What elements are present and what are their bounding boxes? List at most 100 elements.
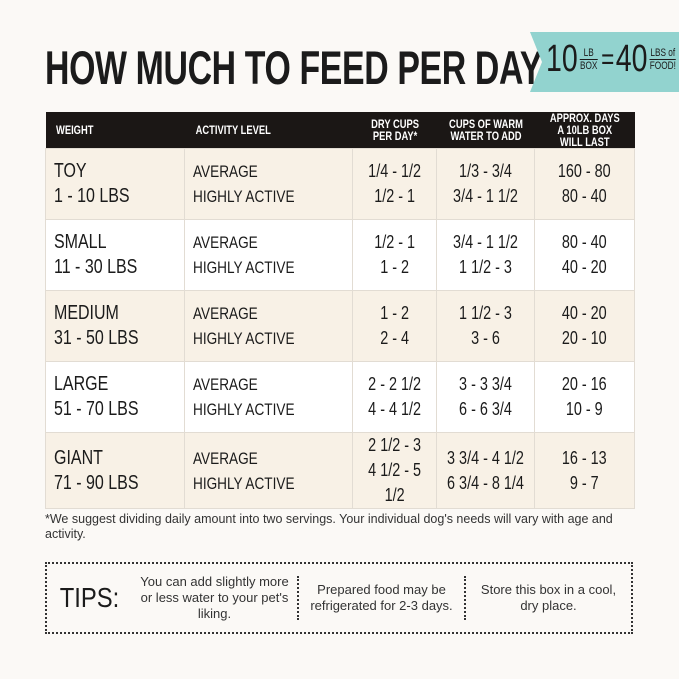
activity-cell-value: AVERAGE [193,162,259,181]
days-cell: 160 - 80 80 - 40 [534,148,635,220]
water-cups-cell: 1 1/2 - 3 3 - 6 [436,290,536,362]
header-days-label: APPROX. DAYS A 10LB BOX WILL LAST [549,111,620,149]
dry-cups-cell-value: 2 - 2 1/2 [368,374,422,394]
days-cell-value: 160 - 80 [558,161,612,181]
header-weight: WEIGHT [45,112,185,149]
days-cell-value: 20 - 16 [562,374,608,394]
banner-num2: 40 [615,38,648,80]
activity-cell-value: HIGHLY ACTIVE [193,473,295,493]
activity-cell-value: AVERAGE [193,233,259,252]
water-cups-cell: 3 - 3 3/4 6 - 6 3/4 [436,361,536,433]
header-water-label: CUPS OF WARM WATER TO ADD [449,117,523,143]
days-cell-value: 40 - 20 [562,303,608,323]
water-cups-cell-value: 3/4 - 1 1/2 [453,232,519,252]
header-water: CUPS OF WARM WATER TO ADD [436,112,535,149]
table-row: GIANT 71 - 90 LBS AVERAGE HIGHLY ACTIVE 2 1/… [44,432,635,509]
tip-refrigerate: Prepared food may be refrigerated for 2-… [310,582,453,613]
water-cups-cell-value: 1 1/2 - 3 [459,303,513,323]
water-cups-cell-value: 3 - 6 [471,328,501,348]
water-cups-cell-value: 3/4 - 1 1/2 [453,186,519,206]
tip-water: You can add slightly more or less water … [140,574,289,621]
dry-cups-cell: 2 1/2 - 3 4 1/2 - 5 1/2 [352,432,438,509]
activity-cell-value: AVERAGE [193,304,259,323]
dry-cups-cell: 1/4 - 1/2 1/2 - 1 [352,148,438,220]
banner-unit1-top: LB [579,47,598,60]
days-cell: 20 - 16 10 - 9 [534,361,635,433]
activity-cell: AVERAGE HIGHLY ACTIVE [184,290,354,362]
banner-unit2: LBS of FOOD! [649,47,676,72]
weight-cell: TOY 1 - 10 LBS [44,148,186,220]
dry-cups-cell-value: 4 - 4 1/2 [368,399,422,419]
dry-cups-cell: 1 - 2 2 - 4 [352,290,438,362]
days-cell-value: 16 - 13 [562,447,608,468]
days-cell-value: 9 - 7 [570,472,600,493]
weight-cell-value: 11 - 30 LBS [54,256,138,278]
header-activity-label: ACTIVITY LEVEL [195,123,271,137]
water-cups-cell-value: 6 3/4 - 8 1/4 [447,472,525,493]
header-weight-label: WEIGHT [55,123,93,137]
header-dry: DRY CUPS PER DAY* [352,112,437,149]
water-cups-cell: 1/3 - 3/4 3/4 - 1 1/2 [436,148,536,220]
divider [464,576,466,620]
table-row: SMALL 11 - 30 LBS AVERAGE HIGHLY ACTIVE 1/2 … [44,219,635,291]
activity-cell: AVERAGE HIGHLY ACTIVE [184,432,354,509]
weight-cell: LARGE 51 - 70 LBS [44,361,186,433]
activity-cell-value: HIGHLY ACTIVE [193,258,295,277]
page-title: HOW MUCH TO FEED PER DAY [45,41,543,94]
dry-cups-cell-value: 1/2 - 1 [374,232,416,252]
water-cups-cell: 3 3/4 - 4 1/2 6 3/4 - 8 1/4 [436,432,536,509]
water-cups-cell-value: 3 3/4 - 4 1/2 [447,447,525,468]
weight-cell-value: 31 - 50 LBS [54,327,139,349]
tip-storage: Store this box in a cool, dry place. [480,582,617,613]
banner-unit1: LB BOX [579,47,598,72]
banner-unit2-bottom: FOOD! [649,60,676,72]
days-cell-value: 10 - 9 [566,399,604,419]
box-yield-banner: 10 LB BOX = 40 LBS of FOOD! [530,32,679,92]
weight-cell-value: GIANT [54,446,103,469]
banner-num1: 10 [546,38,578,80]
feeding-table: WEIGHT ACTIVITY LEVEL DRY CUPS PER DAY* … [44,111,635,509]
activity-cell: AVERAGE HIGHLY ACTIVE [184,219,354,291]
header-days: APPROX. DAYS A 10LB BOX WILL LAST [534,111,635,149]
days-cell-value: 40 - 20 [562,257,608,277]
dry-cups-cell-value: 2 - 4 [380,328,410,348]
tips-box: TIPS: You can add slightly more or less … [45,562,633,634]
weight-cell-value: 1 - 10 LBS [54,185,130,207]
tips-label: TIPS: [59,582,120,613]
dry-cups-cell-value: 1/2 - 1 [374,186,416,206]
dry-cups-cell: 1/2 - 1 1 - 2 [352,219,438,291]
dry-cups-cell-value: 1/4 - 1/2 [368,161,422,181]
banner-unit2-top: LBS of [649,47,676,60]
days-cell-value: 80 - 40 [562,232,608,252]
header-dry-label: DRY CUPS PER DAY* [370,117,419,143]
weight-cell-value: MEDIUM [54,302,119,324]
banner-unit1-bottom: BOX [579,60,598,72]
header-activity: ACTIVITY LEVEL [184,112,353,149]
activity-cell-value: HIGHLY ACTIVE [193,329,295,348]
table-row: TOY 1 - 10 LBS AVERAGE HIGHLY ACTIVE 1/4 - 1… [44,148,635,220]
weight-cell-value: LARGE [54,373,109,395]
water-cups-cell-value: 1 1/2 - 3 [459,257,513,277]
dry-cups-cell-value: 1 - 2 [380,303,410,323]
days-cell: 40 - 20 20 - 10 [534,290,635,362]
days-cell-value: 20 - 10 [562,328,608,348]
activity-cell-value: HIGHLY ACTIVE [193,187,295,206]
table-header: WEIGHT ACTIVITY LEVEL DRY CUPS PER DAY* … [45,111,635,149]
weight-cell-value: SMALL [54,231,107,253]
water-cups-cell-value: 1/3 - 3/4 [459,161,513,181]
dry-cups-cell-value: 1 - 2 [380,257,410,277]
weight-cell-value: 51 - 70 LBS [54,398,139,420]
water-cups-cell-value: 6 - 6 3/4 [459,399,513,419]
activity-cell-value: HIGHLY ACTIVE [193,400,295,419]
activity-cell-value: AVERAGE [193,448,259,468]
days-cell: 16 - 13 9 - 7 [534,432,635,509]
footnote: *We suggest dividing daily amount into t… [45,512,613,541]
days-cell-value: 80 - 40 [562,186,608,206]
table-row: MEDIUM 31 - 50 LBS AVERAGE HIGHLY ACTIVE 1 -… [44,290,635,362]
activity-cell-value: AVERAGE [193,375,259,394]
weight-cell-value: TOY [54,160,87,182]
weight-cell: SMALL 11 - 30 LBS [44,219,186,291]
dry-cups-cell: 2 - 2 1/2 4 - 4 1/2 [352,361,438,433]
water-cups-cell-value: 3 - 3 3/4 [459,374,513,394]
